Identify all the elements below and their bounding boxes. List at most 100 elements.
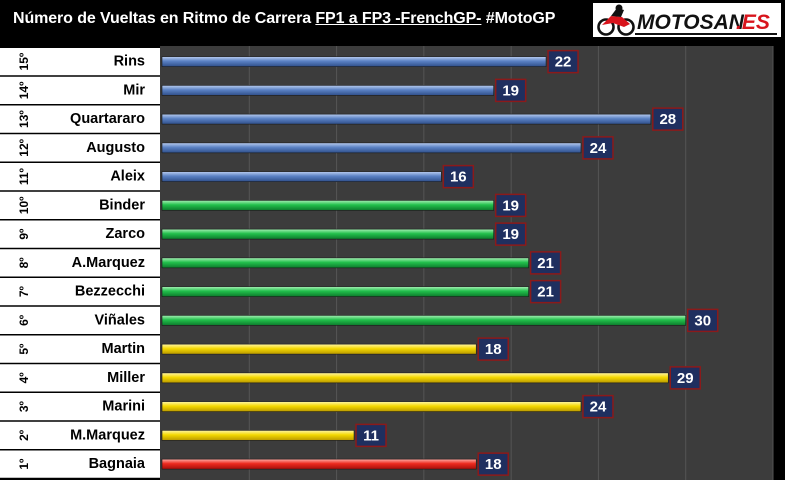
- bar-row: 5º Martin 18: [0, 335, 509, 363]
- bar: [161, 56, 547, 67]
- bar: [161, 85, 494, 96]
- bar-row: 15º Rins 22: [0, 48, 579, 76]
- position-label: 7º: [17, 285, 31, 297]
- value-badge: [582, 394, 614, 419]
- rider-name-label: Martin: [102, 341, 146, 357]
- position-label: 14º: [17, 81, 31, 99]
- logo-suffix: .ES: [736, 11, 770, 34]
- position-label: 15º: [17, 52, 31, 70]
- data-label: 21: [537, 284, 554, 301]
- data-label: 11: [363, 427, 379, 444]
- data-label: 18: [485, 341, 502, 358]
- label-cell: [0, 249, 160, 277]
- position-label: 9º: [17, 228, 31, 240]
- data-label: 24: [590, 140, 607, 157]
- title-text-underlined: FP1 a FP3 -FrenchGP-: [315, 10, 482, 27]
- bar: [161, 171, 442, 182]
- data-label: 21: [537, 255, 554, 272]
- logo-text: MOTOSAN: [637, 11, 745, 34]
- bar: [161, 200, 494, 211]
- value-badge: [442, 164, 475, 189]
- bar: [161, 286, 529, 297]
- rider-name-label: Zarco: [106, 226, 146, 242]
- value-badge: [582, 136, 614, 160]
- chart-title: Número de Vueltas en Ritmo de Carrera FP…: [13, 10, 555, 28]
- position-label: 10º: [17, 196, 31, 214]
- rider-name-label: Miller: [107, 370, 145, 386]
- title-text-2: #MotoGP: [481, 10, 556, 27]
- bar-row: 11º Aleix 16: [0, 163, 475, 191]
- data-label: 30: [694, 312, 711, 329]
- bar-row: 3º Marini 24: [0, 393, 614, 421]
- label-cell: [0, 278, 160, 306]
- data-label: 16: [450, 169, 467, 186]
- rider-name-label: Rins: [114, 54, 145, 70]
- rider-name-label: Quartararo: [70, 111, 145, 127]
- motorcycle-rider-icon: [597, 4, 635, 36]
- bar-row: 6º Viñales 30: [0, 306, 719, 334]
- data-label: 24: [590, 399, 607, 416]
- bar: [161, 458, 477, 470]
- value-badge: [547, 49, 579, 74]
- bar: [161, 430, 355, 441]
- header: Número de Vueltas en Ritmo de Carrera FP…: [0, 0, 785, 42]
- value-badge: [494, 222, 527, 246]
- position-label: 12º: [17, 138, 31, 156]
- position-label: 3º: [17, 400, 31, 412]
- rider-name-label: M.Marquez: [70, 427, 145, 443]
- data-label: 19: [502, 226, 519, 243]
- value-badge: [494, 193, 527, 218]
- position-label: 5º: [17, 343, 31, 355]
- value-badge: [355, 423, 387, 448]
- bar-row: 12º Augusto 24: [0, 134, 614, 162]
- bar: [161, 372, 669, 384]
- bar: [161, 315, 687, 326]
- label-cell: [0, 364, 160, 392]
- rider-name-label: Binder: [99, 197, 145, 213]
- label-cell: [0, 335, 160, 363]
- bar-row: 4º Miller 29: [0, 364, 702, 392]
- label-cell: [0, 48, 160, 76]
- title-text-1: Número de Vueltas en Ritmo de Carrera: [13, 10, 316, 27]
- value-badge: [529, 279, 562, 304]
- bar-rows: 15º Rins 22 14º Mir 19 13º Quartararo 28 12º Augus…: [0, 48, 719, 478]
- rider-name-label: Marini: [102, 399, 145, 415]
- rider-name-label: Mir: [123, 82, 145, 98]
- value-badge: [477, 337, 509, 361]
- position-label: 13º: [17, 110, 31, 128]
- label-cell: [0, 450, 160, 478]
- bar: [161, 401, 582, 412]
- bar-row: 9º Zarco 19: [0, 220, 527, 248]
- bar-row: 1º Bagnaia 18: [0, 450, 509, 478]
- position-label: 4º: [17, 372, 31, 384]
- data-label: 28: [659, 111, 676, 128]
- label-cell: [0, 163, 160, 191]
- bar-row: 7º Bezzecchi 21: [0, 278, 562, 306]
- rider-name-label: A.Marquez: [72, 255, 145, 271]
- rider-name-label: Bezzecchi: [75, 284, 145, 300]
- data-label: 29: [677, 370, 694, 387]
- data-label: 19: [502, 197, 519, 214]
- value-badge: [652, 107, 684, 131]
- label-cell: [0, 421, 160, 449]
- rider-name-label: Aleix: [110, 169, 145, 185]
- bar-row: 2º M.Marquez 11: [0, 421, 387, 449]
- position-label: 6º: [17, 314, 31, 326]
- position-label: 2º: [17, 429, 31, 441]
- label-cell: [0, 220, 160, 248]
- rider-name-label: Viñales: [94, 312, 145, 328]
- label-cell: [0, 306, 160, 334]
- data-label: 18: [485, 456, 502, 473]
- label-cell: [0, 105, 160, 133]
- position-label: 8º: [17, 257, 31, 269]
- label-cell: [0, 191, 160, 219]
- position-label: 1º: [17, 458, 31, 470]
- bar: [161, 228, 494, 240]
- label-cell: [0, 393, 160, 421]
- rider-name-label: Augusto: [86, 140, 145, 156]
- bar: [161, 343, 477, 355]
- value-badge: [477, 452, 509, 476]
- data-label: 22: [555, 54, 572, 71]
- label-cell: [0, 134, 160, 162]
